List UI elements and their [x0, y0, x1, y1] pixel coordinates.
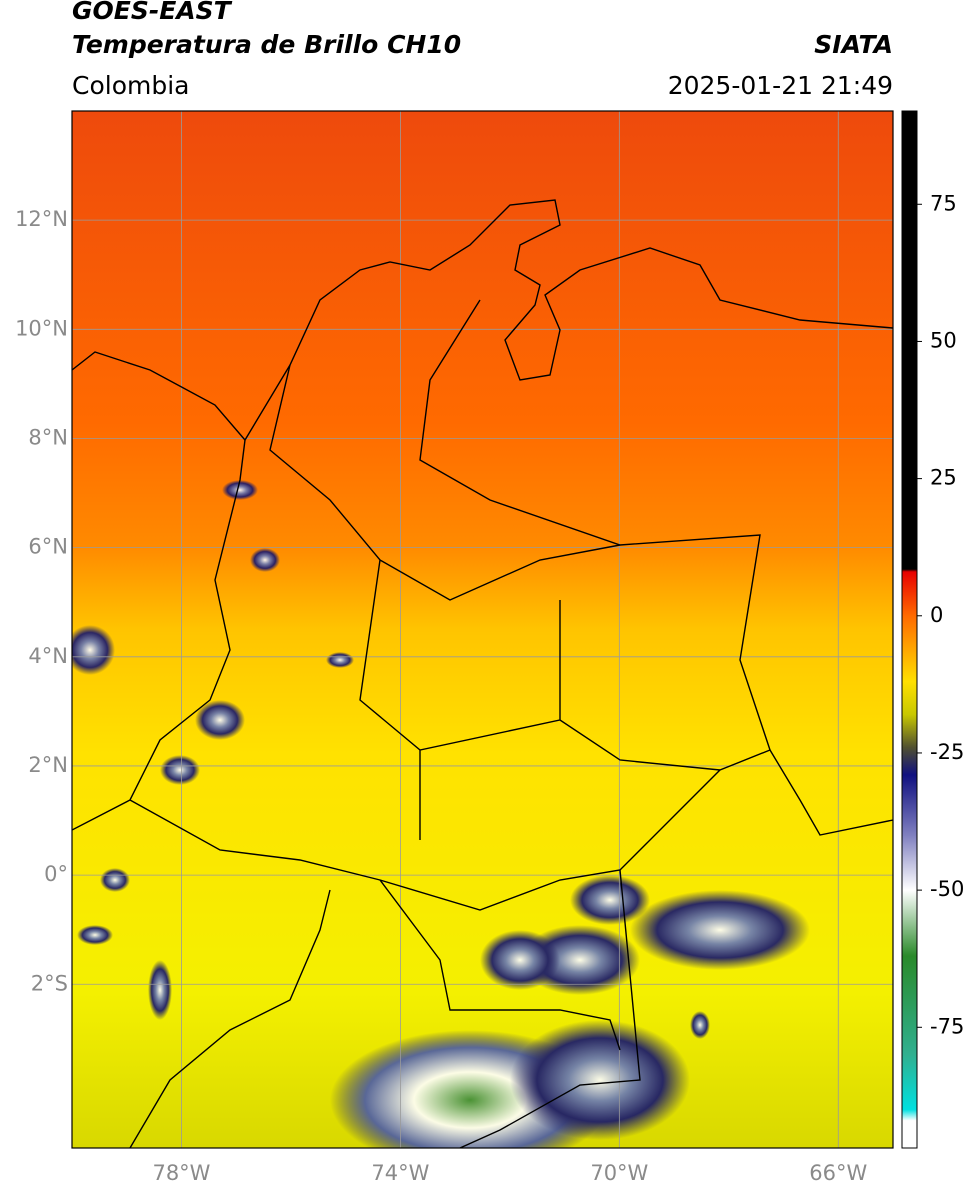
colorbar-tick-label: -50	[930, 877, 964, 901]
y-tick-label: 6°N	[28, 535, 68, 559]
region: Colombia	[72, 71, 189, 100]
y-tick-label: 4°N	[28, 644, 68, 668]
x-tick-label: 70°W	[590, 1161, 648, 1185]
title: GOES-EAST	[72, 0, 233, 25]
colorbar-tick-label: -75	[930, 1014, 964, 1038]
colorbar-tick-label: -25	[930, 740, 964, 764]
colorbar-tick-label: 75	[930, 191, 957, 215]
x-tick-label: 74°W	[371, 1161, 429, 1185]
y-tick-label: 2°S	[31, 971, 68, 995]
y-tick-label: 2°N	[28, 753, 68, 777]
colorbar-tick-label: 50	[930, 328, 957, 352]
y-tick-label: 10°N	[15, 316, 68, 340]
colorbar	[901, 110, 918, 1149]
colorbar-axis: 75 50 25 0 -25 -50 -75	[917, 191, 964, 1038]
axes: 78°W 74°W 70°W 66°W 12°N 10°N 8°N 6°N 4°N 2°N 0° 2°…	[15, 207, 867, 1185]
grid	[72, 111, 893, 1148]
map-background	[72, 111, 893, 1148]
timestamp: 2025-01-21 21:49	[668, 71, 893, 100]
y-tick-label: 12°N	[15, 207, 68, 231]
colorbar-tick-label: 0	[930, 603, 943, 627]
agency: SIATA	[814, 30, 893, 59]
subtitle: Temperatura de Brillo CH10	[72, 30, 461, 59]
map-frame	[71, 110, 894, 1149]
x-tick-label: 66°W	[809, 1161, 867, 1185]
y-tick-label: 8°N	[28, 425, 68, 449]
x-tick-label: 78°W	[152, 1161, 210, 1185]
y-tick-label: 0°	[44, 862, 68, 886]
colorbar-tick-label: 25	[930, 466, 957, 490]
map-image	[72, 111, 893, 1148]
borders	[72, 199, 893, 1148]
